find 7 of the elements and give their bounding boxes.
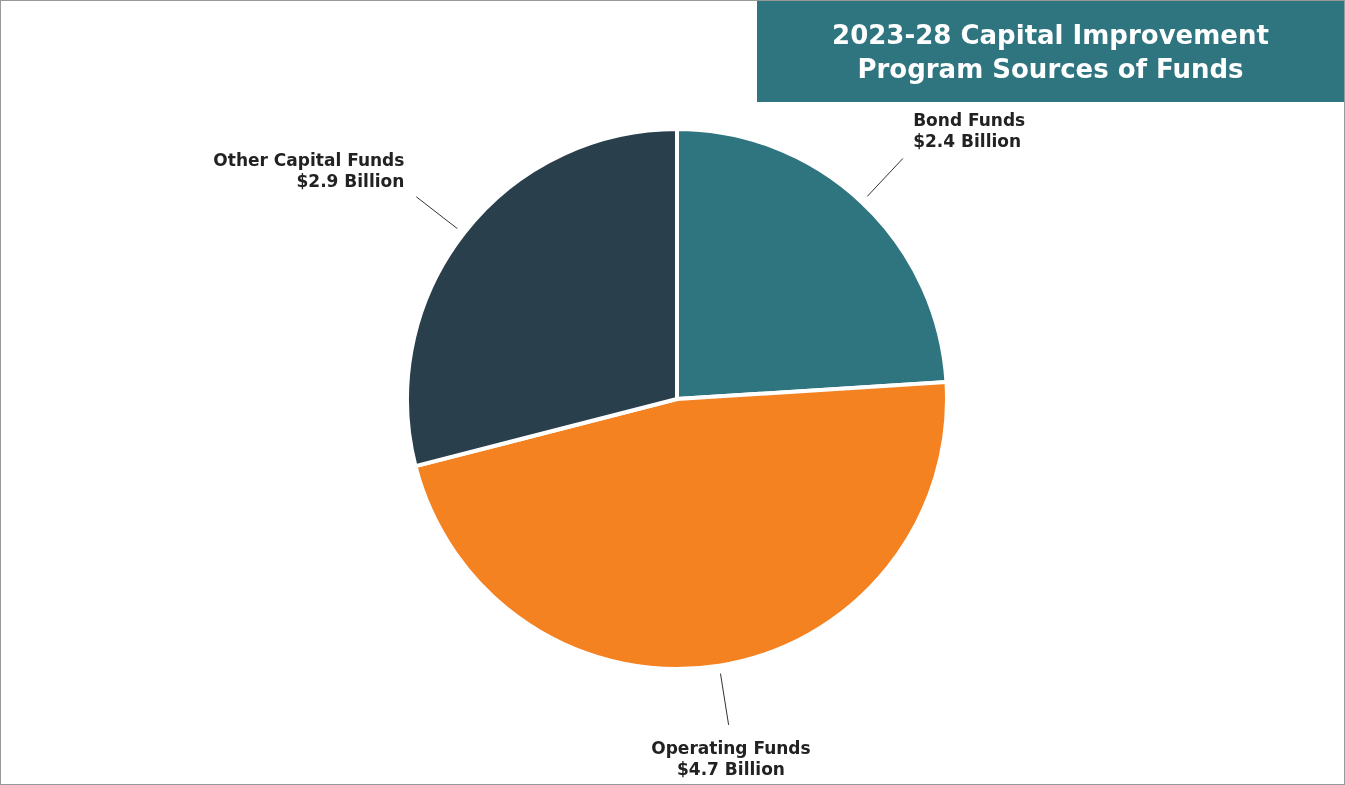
slice-label: Other Capital Funds [213,149,405,170]
slice-label: Operating Funds [651,737,811,758]
data-label: $2.9 Billion [296,170,405,191]
chart-title: 2023-28 Capital Improvement Program Sources of Funds [757,1,1344,102]
data-label: $2.4 Billion [913,130,1022,151]
data-label: $4.7 Billion [677,758,785,779]
slice-label: Bond Funds [913,109,1026,130]
